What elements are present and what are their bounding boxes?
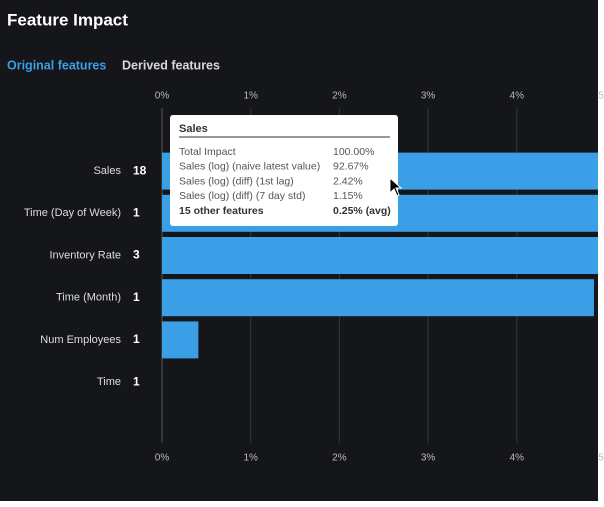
tab[interactable]: Derived features	[122, 58, 220, 72]
tooltip-label: Sales (log) (diff) (7 day std)	[179, 190, 305, 202]
tooltip-value: 92.67%	[333, 161, 369, 173]
tooltip-value: 100.00%	[333, 146, 374, 158]
tooltip-box	[170, 115, 398, 226]
x-tick-label: 3%	[421, 91, 436, 102]
bar	[162, 279, 594, 317]
tooltip-value: 2.42%	[333, 175, 363, 187]
x-tick-label: 5%	[598, 91, 604, 102]
tooltip: Sales Total Impact 100.00% Sales (log) (na…	[170, 115, 398, 226]
feature-count: 3	[133, 248, 140, 262]
bar	[162, 321, 199, 359]
bar	[162, 237, 598, 274]
category-label: Inventory Rate	[49, 249, 121, 261]
tooltip-label: 15 other features	[179, 205, 264, 217]
x-tick-label: 1%	[243, 453, 258, 464]
x-tick-label: 1%	[243, 91, 258, 102]
tooltip-label: Sales (log) (naive latest value)	[179, 161, 320, 173]
x-tick-label: 3%	[421, 453, 436, 464]
category-label: Time (Month)	[56, 292, 121, 304]
tooltip-label: Total Impact	[179, 146, 236, 158]
category-label: Time (Day of Week)	[24, 207, 121, 219]
x-tick-label: 2%	[332, 453, 347, 464]
category-label: Sales	[93, 165, 121, 177]
x-tick-label: 5%	[598, 453, 604, 464]
x-tick-label: 4%	[510, 453, 525, 464]
x-tick-label: 0%	[155, 91, 170, 102]
x-tick-label: 2%	[332, 91, 347, 102]
feature-count: 18	[133, 163, 147, 177]
tab[interactable]: Original features	[7, 58, 106, 72]
feature-count: 1	[133, 374, 140, 388]
tooltip-value: 1.15%	[333, 190, 363, 202]
x-tick-label: 4%	[510, 91, 525, 102]
tooltip-title: Sales	[179, 123, 208, 135]
category-label: Time	[97, 376, 121, 388]
category-label: Num Employees	[40, 334, 121, 346]
feature-count: 1	[133, 205, 140, 219]
x-tick-label: 0%	[155, 453, 170, 464]
tooltip-label: Sales (log) (diff) (1st lag)	[179, 175, 294, 187]
feature-count: 1	[133, 290, 140, 304]
tooltip-value: 0.25% (avg)	[333, 205, 391, 217]
page-title: Feature Impact	[7, 10, 128, 29]
cursor	[389, 176, 403, 197]
feature-count: 1	[133, 332, 140, 346]
